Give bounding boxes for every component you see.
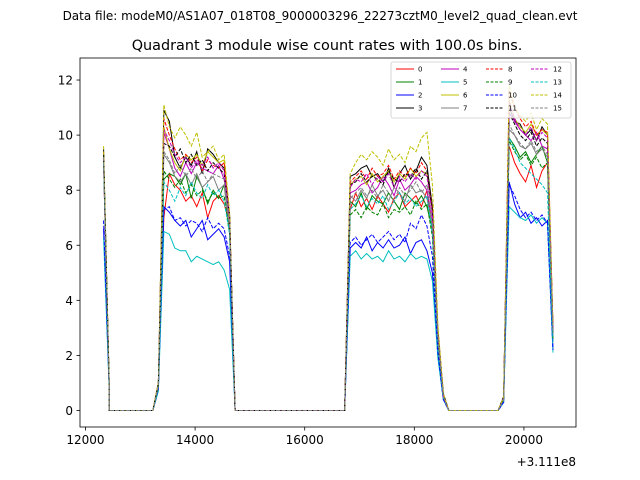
chart-suptitle: Data file: modeM0/AS1A07_018T08_90000032… [63,9,578,23]
series-line-1 [103,136,554,411]
y-tick-label: 8 [65,184,73,198]
legend-label-11: 11 [508,105,517,113]
y-tick-label: 4 [65,294,73,308]
legend-label-15: 15 [553,105,562,113]
plot-area [79,57,577,428]
y-axis: 0 2 4 6 8 10 12 [58,74,80,418]
legend-label-9: 9 [508,79,512,87]
legend-label-10: 10 [508,92,517,100]
series-line-4 [103,111,554,411]
x-axis-offset-label: +3.111e8 [517,455,576,469]
chart-title: Quadrant 3 module wise count rates with … [132,38,523,54]
series-line-10 [103,184,554,411]
x-tick-label: 12000 [66,433,104,447]
plot-frame [79,57,577,428]
series-line-9 [103,140,554,411]
legend-label-1: 1 [418,79,422,87]
legend-label-5: 5 [463,79,467,87]
series-line-13 [103,137,554,411]
y-tick-label: 2 [65,349,73,363]
x-tick-label: 14000 [176,433,214,447]
x-tick-label: 16000 [286,433,324,447]
series-line-11 [103,112,554,411]
legend-label-12: 12 [553,66,562,74]
x-tick-label: 20000 [505,433,543,447]
series-line-12 [103,101,554,411]
x-tick-label: 18000 [395,433,433,447]
y-tick-label: 0 [65,404,73,418]
legend-label-8: 8 [508,66,512,74]
x-axis: 12000 14000 16000 18000 20000 [66,427,543,447]
y-tick-label: 6 [65,239,73,253]
legend-label-13: 13 [553,79,562,87]
legend-label-7: 7 [463,105,467,113]
series-line-14 [103,85,554,411]
legend-label-3: 3 [418,105,422,113]
legend-label-0: 0 [418,66,422,74]
legend-label-6: 6 [463,92,468,100]
series-line-2 [103,181,554,411]
y-tick-label: 12 [58,74,73,88]
series-line-8 [103,90,554,411]
legend-label-14: 14 [553,92,562,100]
legend-box [390,61,572,119]
series-line-0 [103,145,554,411]
series-line-7 [103,128,554,411]
legend-label-2: 2 [418,92,422,100]
series-line-5 [103,205,554,411]
legend-label-4: 4 [463,66,468,74]
y-tick-label: 10 [58,129,73,143]
